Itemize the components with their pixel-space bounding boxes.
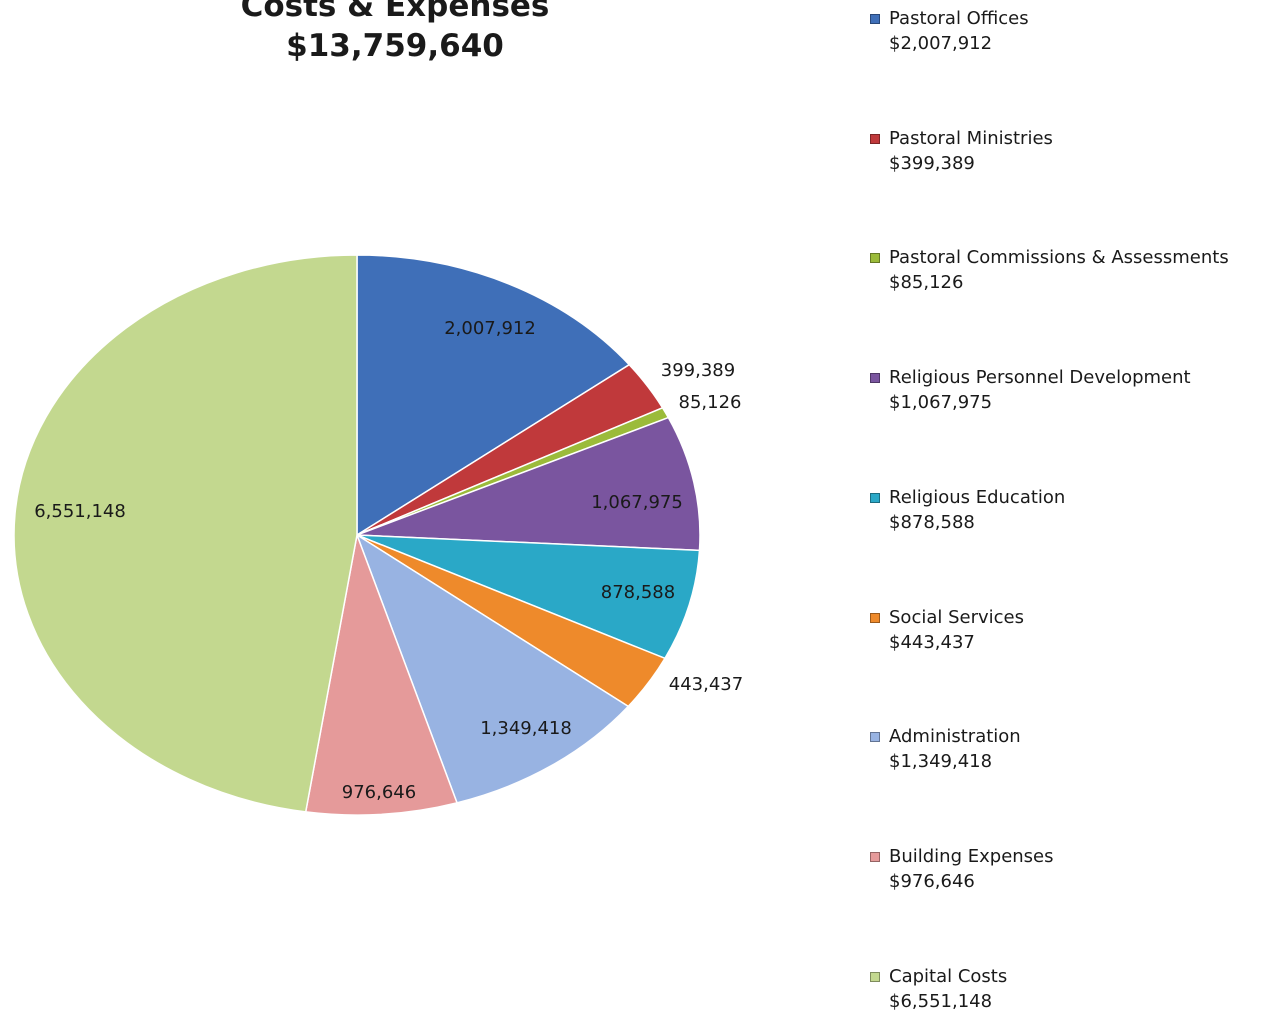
- legend-swatch: [870, 612, 880, 623]
- legend-label: Religious Personnel Development: [889, 367, 1191, 389]
- legend-item-1: Pastoral Offices $2,007,912: [868, 6, 1029, 56]
- legend-item-6: Social Services $443,437: [868, 605, 1024, 655]
- data-label-5: 878,588: [601, 582, 675, 603]
- legend-item-7: Administration $1,349,418: [868, 724, 1021, 774]
- legend-swatch: [870, 14, 880, 24]
- legend-swatch: [870, 851, 880, 862]
- legend-label: Administration: [889, 726, 1021, 748]
- legend-swatch: [870, 971, 880, 982]
- data-label-4: 1,067,975: [591, 492, 683, 513]
- pie-slice-5: [356, 534, 701, 660]
- pie-slice-7: [355, 533, 630, 804]
- pie-slice-1: [356, 254, 631, 537]
- legend-label: Pastoral Offices: [889, 8, 1029, 29]
- legend-label: Capital Costs: [889, 965, 1008, 987]
- legend-value: $85,126: [889, 272, 964, 294]
- data-label-6: 443,437: [669, 674, 743, 695]
- legend-item-5: Religious Education $878,588: [868, 485, 1065, 535]
- legend-label: Building Expenses: [889, 845, 1054, 867]
- legend-value: $1,067,975: [889, 392, 993, 414]
- chart-title: Costs & Expenses $13,759,640: [200, 0, 590, 66]
- pie-slice-9: [13, 254, 358, 813]
- data-label-9: 6,551,148: [34, 501, 126, 522]
- legend-item-4: Religious Personnel Development $1,067,97…: [868, 365, 1191, 415]
- legend-item-2: Pastoral Ministries $399,389: [868, 126, 1053, 176]
- data-label-7: 1,349,418: [480, 718, 572, 739]
- legend-value: $399,389: [889, 152, 975, 174]
- legend-value: $443,437: [889, 631, 975, 653]
- legend-value: $1,349,418: [889, 751, 993, 773]
- legend-item-9: Capital Costs $6,551,148: [868, 964, 1007, 1014]
- legend-label: Religious Education: [889, 486, 1066, 508]
- legend-label: Pastoral Ministries: [889, 127, 1053, 149]
- chart-title-text: Costs & Expenses: [240, 0, 550, 24]
- pie-slice-4: [356, 416, 701, 552]
- chart-total: $13,759,640: [286, 28, 504, 64]
- data-label-1: 2,007,912: [444, 318, 536, 339]
- legend-label: Social Services: [889, 606, 1024, 628]
- legend-value: $6,551,148: [889, 990, 993, 1012]
- legend-swatch: [870, 373, 880, 384]
- pie-slice-8: [304, 532, 459, 816]
- legend-item-8: Building Expenses $976,646: [868, 844, 1054, 894]
- legend-value: $976,646: [889, 870, 975, 892]
- data-label-8: 976,646: [342, 782, 416, 803]
- data-label-3: 85,126: [679, 392, 742, 413]
- legend-item-3: Pastoral Commissions & Assessments $85,12…: [868, 245, 1229, 295]
- legend-swatch: [870, 732, 880, 743]
- legend-label: Pastoral Commissions & Assessments: [889, 247, 1229, 269]
- legend-swatch: [870, 492, 880, 503]
- legend-swatch: [870, 253, 880, 264]
- legend-value: $878,588: [889, 511, 975, 533]
- data-label-2: 399,389: [661, 360, 735, 381]
- legend-value: $2,007,912: [889, 33, 993, 54]
- legend-swatch: [870, 133, 880, 144]
